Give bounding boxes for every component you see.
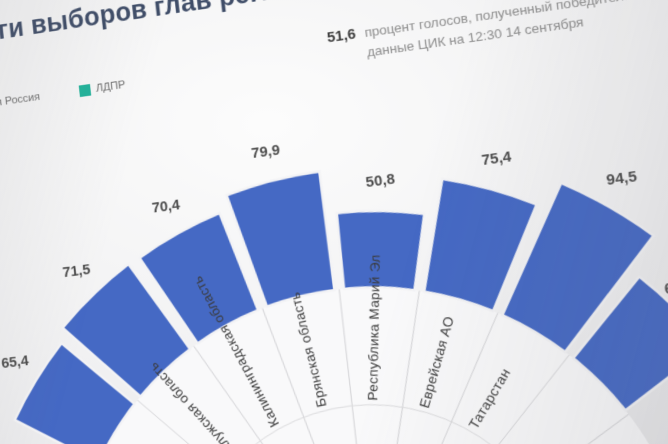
bar-value-label: 70,4 [151,197,181,217]
bar-segment-Калужская область [57,258,195,405]
bar-value-label: 65,4 [1,353,30,372]
bar-segment-Еврейская АО [411,167,550,318]
bar-segment-Калининградская область [136,210,261,349]
region-label-Республика Марий Эл: Республика Марий Эл [365,254,383,401]
bar-value-label: 71,5 [62,262,91,281]
bar-value-label: 75,4 [481,149,513,169]
bar-value-label: 79,9 [251,142,281,162]
bar-value-label: 94,5 [606,169,639,190]
bar-segment-Брянская область [225,171,335,310]
bar-segment-Татарстан [487,172,668,358]
chart-hub [38,251,668,444]
bar-segment-Республика Марий Эл [335,202,433,298]
bar-value-label: 67,8 [663,277,668,298]
bar-value-label: 50,8 [365,171,396,191]
